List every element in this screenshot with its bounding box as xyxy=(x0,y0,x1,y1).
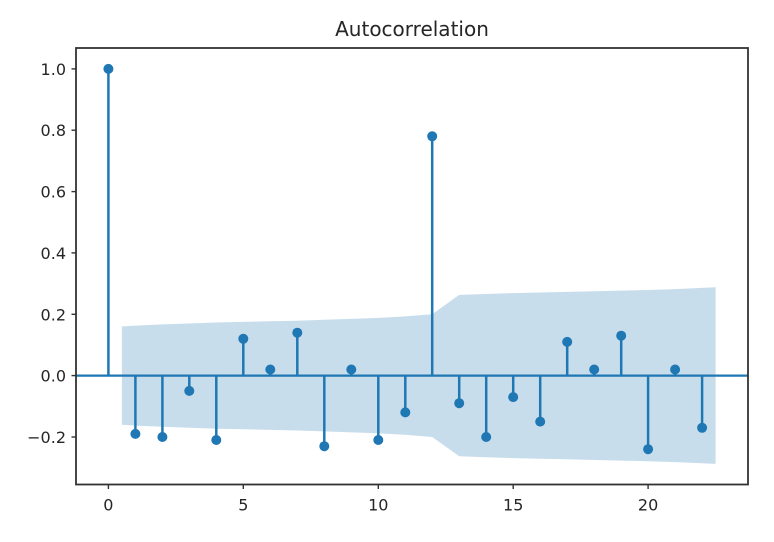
acf-point-lag-0 xyxy=(103,63,114,74)
acf-point-lag-19 xyxy=(616,330,627,341)
acf-point-lag-13 xyxy=(454,398,465,409)
y-tick-label: 0.2 xyxy=(41,305,66,324)
acf-point-lag-4 xyxy=(211,435,222,445)
acf-point-lag-10 xyxy=(373,435,384,445)
y-tick-label: −0.2 xyxy=(27,428,66,447)
acf-point-lag-7 xyxy=(292,327,303,338)
chart-title: Autocorrelation xyxy=(335,17,489,41)
acf-point-lag-6 xyxy=(265,364,276,375)
x-tick-label: 15 xyxy=(503,496,523,515)
y-tick-label: 0.0 xyxy=(41,367,66,386)
acf-point-lag-11 xyxy=(400,407,411,418)
acf-point-lag-8 xyxy=(319,441,330,452)
x-tick-label: 0 xyxy=(103,496,113,515)
acf-point-lag-20 xyxy=(643,444,654,455)
x-tick-label: 5 xyxy=(238,496,248,515)
acf-point-lag-14 xyxy=(481,432,492,442)
x-tick-label: 10 xyxy=(368,496,388,515)
x-tick-label: 20 xyxy=(638,496,658,515)
plot-border xyxy=(75,47,749,486)
acf-point-lag-18 xyxy=(589,364,600,375)
acf-point-lag-1 xyxy=(130,428,141,439)
acf-point-lag-5 xyxy=(238,333,249,344)
acf-point-lag-3 xyxy=(184,385,195,396)
y-tick-label: 0.4 xyxy=(41,244,66,263)
acf-point-lag-9 xyxy=(346,364,357,375)
acf-point-lag-16 xyxy=(535,416,546,427)
acf-point-lag-12 xyxy=(427,131,438,142)
acf-point-lag-17 xyxy=(562,336,573,347)
acf-point-lag-2 xyxy=(157,432,168,442)
y-tick-label: 0.6 xyxy=(41,183,66,202)
acf-point-lag-22 xyxy=(697,422,708,433)
y-tick-label: 1.0 xyxy=(41,60,66,79)
y-tick-label: 0.8 xyxy=(41,121,66,140)
chart-layer: 0 5 10 15 20 1.0 0.8 0.6 0.4 0.2 0.0 −0.2 xyxy=(27,47,749,515)
acf-point-lag-15 xyxy=(508,392,519,403)
acf-point-lag-21 xyxy=(670,364,681,375)
